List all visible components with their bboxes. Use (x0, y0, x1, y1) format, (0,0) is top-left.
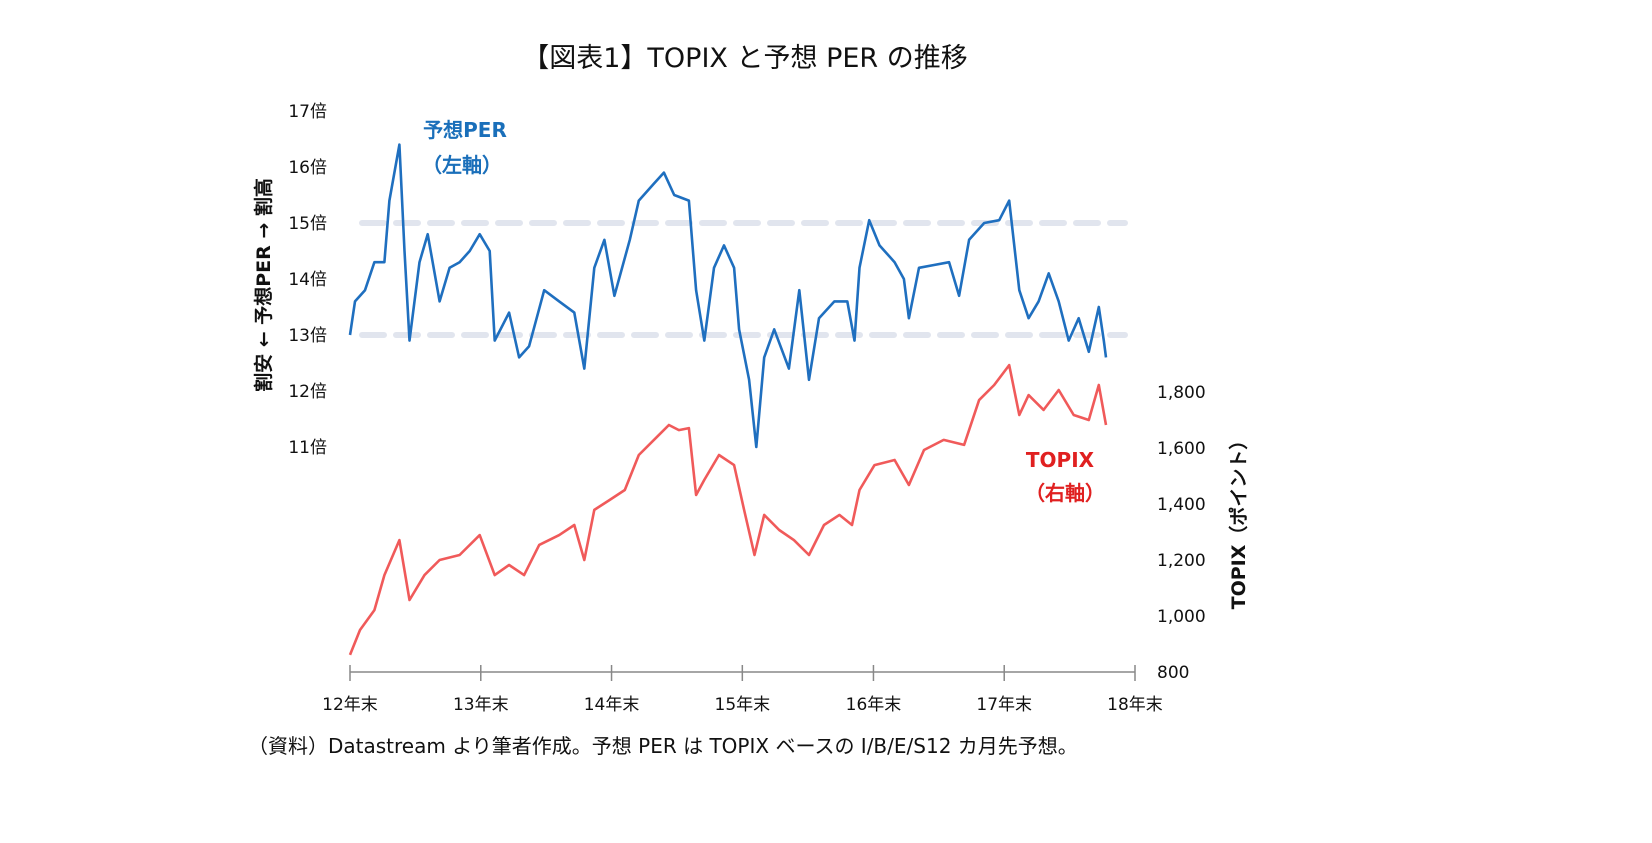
series-lines (348, 143, 1108, 656)
right-tick-label: 1,200 (1157, 551, 1206, 571)
left-tick-label: 17倍 (288, 102, 327, 122)
x-tick-label: 18年末 (1107, 695, 1163, 715)
x-tick-label: 16年末 (846, 695, 902, 715)
topix-line (348, 363, 1108, 656)
left-tick-label: 14倍 (288, 270, 327, 290)
left-axis-ticks: 17倍 16倍 15倍 14倍 13倍 12倍 11倍 (288, 102, 327, 458)
left-tick-label: 16倍 (288, 158, 327, 178)
source-note: （資料）Datastream より筆者作成。予想 PER は TOPIX ベース… (248, 734, 1078, 758)
left-tick-label: 13倍 (288, 326, 327, 346)
left-tick-label: 15倍 (288, 214, 327, 234)
reference-lines (359, 220, 1128, 338)
x-tick-label: 17年末 (976, 695, 1032, 715)
left-axis-label: 割安 ← 予想PER → 割高 (252, 178, 275, 392)
x-tick-label: 13年末 (453, 695, 509, 715)
x-tick-label: 12年末 (322, 695, 378, 715)
topix-legend-label: TOPIX (1026, 448, 1095, 472)
right-tick-label: 800 (1157, 663, 1189, 683)
chart-title: 【図表1】TOPIX と予想 PER の推移 (522, 43, 968, 74)
right-axis-label: TOPIX（ポイント） (1227, 431, 1250, 610)
topix-axis-note: （右軸） (1025, 481, 1105, 505)
right-tick-label: 1,800 (1157, 383, 1206, 403)
left-tick-label: 11倍 (288, 438, 327, 458)
x-tick-label: 15年末 (715, 695, 771, 715)
left-tick-label: 12倍 (288, 382, 327, 402)
per-line (348, 143, 1108, 449)
x-tick-label: 14年末 (584, 695, 640, 715)
per-axis-note: （左軸） (422, 153, 502, 177)
right-axis-ticks: 1,800 1,600 1,400 1,200 1,000 800 (1157, 383, 1206, 683)
x-axis: 12年末 13年末 14年末 15年末 16年末 17年末 18年末 (322, 665, 1163, 715)
right-tick-label: 1,000 (1157, 607, 1206, 627)
right-tick-label: 1,400 (1157, 495, 1206, 515)
per-legend-label: 予想PER (423, 118, 507, 142)
right-tick-label: 1,600 (1157, 439, 1206, 459)
